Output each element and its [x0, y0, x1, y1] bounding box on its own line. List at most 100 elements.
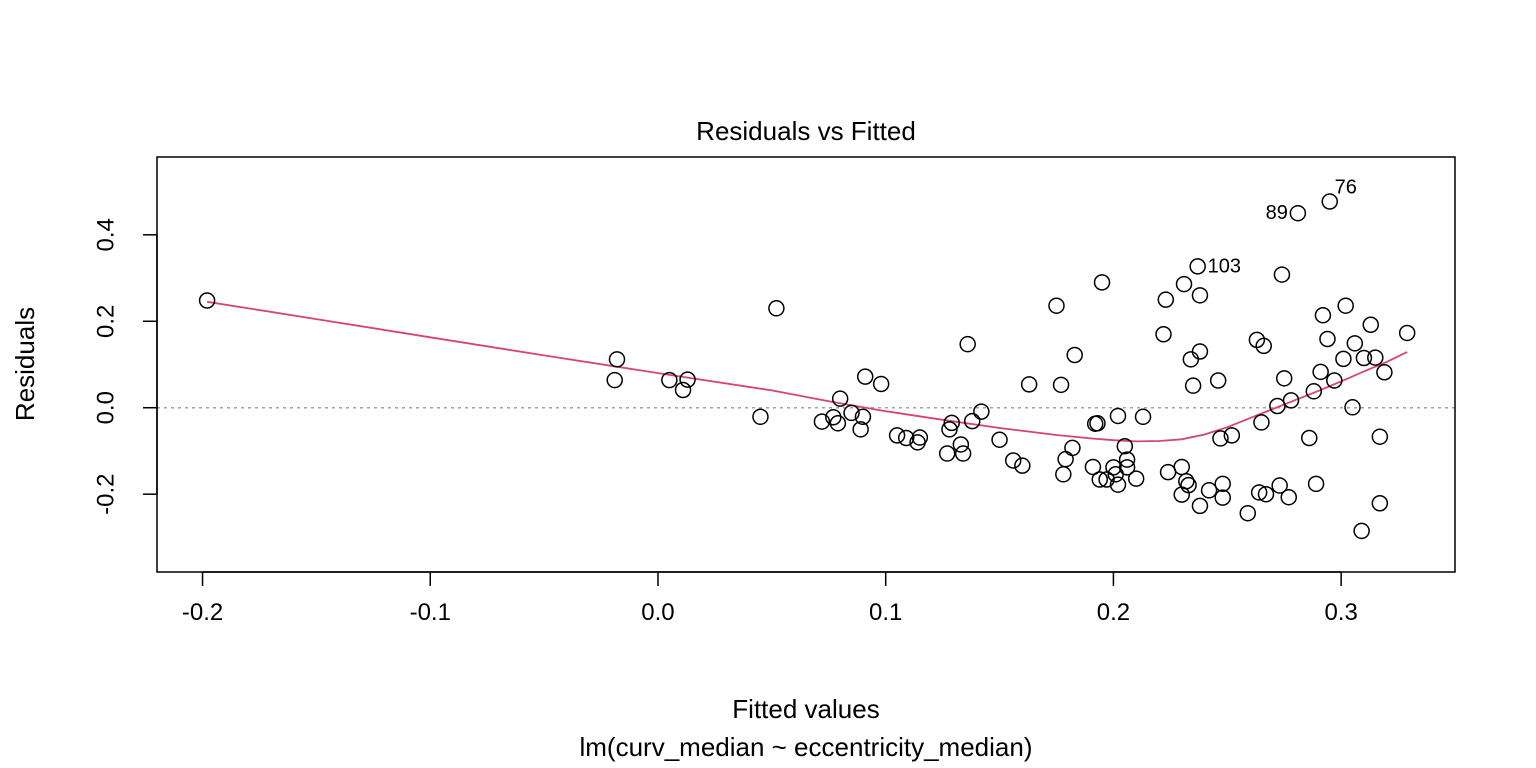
- x-tick-label: 0.3: [1324, 599, 1357, 626]
- data-point: [1209, 372, 1227, 389]
- data-point: [674, 381, 692, 399]
- data-point: [1301, 429, 1318, 447]
- data-point: [1337, 297, 1354, 314]
- data-point: [952, 436, 970, 453]
- data-point: [831, 390, 849, 407]
- data-point: [973, 403, 990, 420]
- data-point: [1057, 450, 1074, 468]
- data-point: [1344, 399, 1361, 416]
- smooth-line-layer: [206, 300, 1408, 443]
- y-axis-label: Residuals: [10, 307, 40, 421]
- data-point: [1118, 459, 1136, 476]
- data-point: [1314, 306, 1332, 324]
- y-axis: -0.2 0.0 0.2 0.4: [92, 218, 158, 515]
- data-point: [1362, 316, 1379, 333]
- data-point: [1064, 439, 1081, 457]
- x-tick-label: 0.2: [1097, 599, 1130, 626]
- data-point: [1175, 275, 1193, 293]
- data-point: [1048, 297, 1065, 314]
- data-point: [1109, 407, 1127, 425]
- data-point: [1066, 346, 1083, 364]
- data-point: [897, 429, 915, 447]
- data-point: [1055, 466, 1072, 483]
- data-point: [1014, 457, 1031, 474]
- data-point: [843, 404, 860, 422]
- point-label: 103: [1208, 255, 1241, 277]
- data-point: [1180, 476, 1197, 494]
- data-point: [888, 427, 906, 444]
- data-point: [938, 445, 956, 462]
- points-layer: [198, 193, 1416, 540]
- data-point: [813, 413, 831, 430]
- data-point: [1134, 408, 1152, 426]
- x-tick-label: -0.1: [410, 599, 451, 626]
- chart-subtitle: lm(curv_median ~ eccentricity_median): [579, 732, 1032, 762]
- data-point: [1353, 522, 1370, 540]
- data-point: [1214, 489, 1231, 506]
- data-point: [1269, 397, 1286, 415]
- data-point: [1155, 325, 1172, 343]
- data-point: [1052, 376, 1070, 394]
- data-point: [954, 445, 972, 462]
- y-tick-label: -0.2: [92, 474, 119, 515]
- data-point: [1184, 377, 1202, 394]
- data-point: [1191, 343, 1209, 360]
- data-point: [198, 292, 216, 309]
- data-point: [1089, 415, 1106, 432]
- x-axis-label: Fitted values: [732, 694, 879, 724]
- data-point: [1191, 287, 1209, 304]
- x-axis: -0.2 -0.1 0.0 0.1 0.2 0.3: [182, 571, 1358, 626]
- point-labels-layer: 76 89 103: [1208, 177, 1357, 278]
- data-point: [1118, 451, 1136, 468]
- data-point: [1319, 330, 1336, 348]
- data-point: [1282, 392, 1300, 409]
- data-point: [1321, 193, 1339, 210]
- data-point: [1191, 497, 1209, 515]
- y-tick-label: 0.4: [92, 218, 119, 251]
- data-point: [856, 368, 874, 385]
- data-point: [1020, 376, 1038, 393]
- data-point: [661, 371, 678, 389]
- data-point: [959, 335, 976, 353]
- data-point: [1093, 274, 1111, 291]
- data-point: [941, 421, 958, 438]
- point-label: 76: [1335, 177, 1357, 199]
- point-label: 89: [1266, 202, 1288, 224]
- data-point: [1109, 476, 1127, 493]
- data-point: [679, 371, 696, 388]
- data-point: [1223, 427, 1241, 444]
- data-point: [1004, 452, 1022, 469]
- data-point: [1214, 475, 1231, 493]
- data-point: [825, 408, 842, 426]
- x-tick-label: 0.0: [641, 599, 674, 626]
- data-point: [768, 300, 785, 317]
- data-point: [1371, 495, 1389, 512]
- data-point: [1273, 266, 1291, 283]
- data-point: [1326, 372, 1343, 389]
- data-point: [943, 414, 960, 432]
- y-tick-label: 0.2: [92, 305, 119, 338]
- data-point: [872, 375, 890, 393]
- data-point: [1280, 488, 1298, 506]
- data-point: [1239, 504, 1257, 522]
- data-point: [1200, 482, 1218, 499]
- y-tick-label: 0.0: [92, 391, 119, 424]
- data-point: [752, 408, 769, 426]
- data-point: [1173, 458, 1190, 476]
- data-point: [1271, 477, 1288, 494]
- data-point: [1091, 471, 1109, 488]
- data-point: [1159, 463, 1177, 481]
- smooth-line: [206, 300, 1408, 443]
- data-point: [1307, 475, 1325, 493]
- data-point: [1376, 364, 1393, 381]
- data-point: [1178, 472, 1195, 490]
- data-point: [911, 429, 929, 446]
- data-point: [1250, 484, 1268, 501]
- data-point: [1312, 363, 1329, 381]
- data-point: [606, 371, 623, 389]
- plot-frame: [156, 156, 1456, 573]
- data-point: [1084, 458, 1102, 476]
- data-point: [1253, 414, 1270, 431]
- data-point: [1275, 370, 1293, 387]
